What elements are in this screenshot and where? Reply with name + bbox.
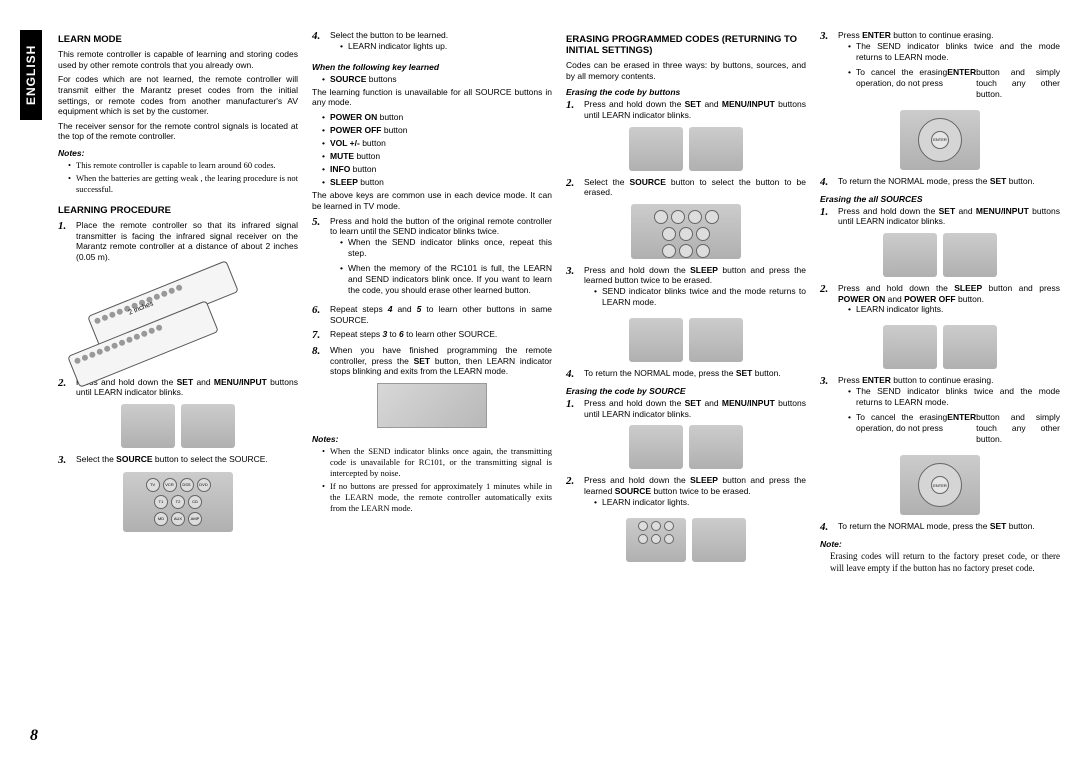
when-learned-title: When the following key learned xyxy=(312,62,552,72)
learn-mode-p3: The receiver sensor for the remote contr… xyxy=(58,121,298,142)
column-1: LEARN MODE This remote controller is cap… xyxy=(58,30,298,578)
column-4: 3.Press ENTER button to continue erasing… xyxy=(820,30,1060,578)
language-tab: ENGLISH xyxy=(20,30,42,120)
step-num: 2. xyxy=(58,377,76,398)
step-num: 6. xyxy=(312,304,330,325)
remote-img-eb3 xyxy=(566,318,806,362)
learning-procedure-steps: 1. Place the remote controller so that i… xyxy=(58,220,298,263)
source-panel-img: TVVCRDSSDVD T1T2CD MDAUXAMP xyxy=(123,472,233,532)
erase-buttons-title: Erasing the code by buttons xyxy=(566,87,806,97)
remote-img xyxy=(377,383,487,428)
step-6-text: Repeat steps 4 and 5 to learn other butt… xyxy=(330,304,552,325)
step-8-text: When you have finished programming the r… xyxy=(330,345,552,377)
learn-mode-p2: For codes which are not learned, the rem… xyxy=(58,74,298,117)
step-num: 3. xyxy=(58,454,76,466)
dpad-img: ENTER xyxy=(900,110,980,170)
step-num: 7. xyxy=(312,329,330,341)
note-1: This remote controller is capable to lea… xyxy=(68,160,298,171)
learning-procedure-title: LEARNING PROCEDURE xyxy=(58,205,298,216)
final-note-text: Erasing codes will return to the factory… xyxy=(820,551,1060,574)
notes-title-2: Notes: xyxy=(312,434,552,444)
erasing-intro: Codes can be erased in three ways: by bu… xyxy=(566,60,806,81)
col2-steps-5: 5. Press and hold the button of the orig… xyxy=(312,216,552,378)
step5-b1: When the SEND indicator blinks once, rep… xyxy=(340,237,552,259)
learn-mode-title: LEARN MODE xyxy=(58,34,298,45)
step-num: 4. xyxy=(312,30,330,56)
learn-mode-notes: This remote controller is capable to lea… xyxy=(58,160,298,195)
remote-img-eas1 xyxy=(820,233,1060,277)
learning-procedure-steps-3: 3. Select the SOURCE button to select th… xyxy=(58,454,298,466)
column-3: ERASING PROGRAMMED CODES (RETURNING TO I… xyxy=(566,30,806,578)
when-learned-list: SOURCE buttons xyxy=(312,74,552,85)
step-5-text: Press and hold the button of the origina… xyxy=(330,216,552,300)
note-2: When the batteries are getting weak , th… xyxy=(68,173,298,195)
step-4-text: Select the button to be learned. LEARN i… xyxy=(330,30,552,56)
step-3-text: Select the SOURCE button to select the S… xyxy=(76,454,298,466)
step5-b2: When the memory of the RC101 is full, th… xyxy=(340,263,552,296)
src-text: The learning function is unavailable for… xyxy=(312,87,552,108)
erase-source-title: Erasing the code by SOURCE xyxy=(566,386,806,396)
step-num: 1. xyxy=(58,220,76,263)
remote-img-es2 xyxy=(566,518,806,562)
button-list: POWER ON button POWER OFF button VOL +/-… xyxy=(312,112,552,188)
erasing-title: ERASING PROGRAMMED CODES (RETURNING TO I… xyxy=(566,34,806,56)
remote-img-es1 xyxy=(566,425,806,469)
col2-notes: When the SEND indicator blinks once agai… xyxy=(312,446,552,514)
source-panel-eb2 xyxy=(631,204,741,259)
erase-all-title: Erasing the all SOURCES xyxy=(820,194,1060,204)
learn-mode-p1: This remote controller is capable of lea… xyxy=(58,49,298,70)
dpad-img-2: ENTER xyxy=(900,455,980,515)
col2-steps: 4. Select the button to be learned. LEAR… xyxy=(312,30,552,56)
remote-panel-img xyxy=(58,404,298,448)
step-7-text: Repeat steps 3 to 6 to learn other SOURC… xyxy=(330,329,552,341)
step-num: 8. xyxy=(312,345,330,377)
page-number: 8 xyxy=(30,727,38,745)
notes-title: Notes: xyxy=(58,148,298,158)
above-text: The above keys are common use in each de… xyxy=(312,190,552,211)
remote-diagram: 2 inches xyxy=(58,267,258,377)
step-1-text: Place the remote controller so that its … xyxy=(76,220,298,263)
step-num: 5. xyxy=(312,216,330,300)
page-columns: LEARN MODE This remote controller is cap… xyxy=(58,30,1060,578)
src-buttons: SOURCE buttons xyxy=(322,74,552,85)
step4-bullet: LEARN indicator lights up. xyxy=(340,41,552,52)
column-2: 4. Select the button to be learned. LEAR… xyxy=(312,30,552,578)
col2-note2: If no buttons are pressed for approximat… xyxy=(322,481,552,514)
remote-img-eas2 xyxy=(820,325,1060,369)
remote-img-eb1 xyxy=(566,127,806,171)
final-note-title: Note: xyxy=(820,539,1060,549)
step-2-text: Press and hold down the SET and MENU/INP… xyxy=(76,377,298,398)
col2-note1: When the SEND indicator blinks once agai… xyxy=(322,446,552,479)
